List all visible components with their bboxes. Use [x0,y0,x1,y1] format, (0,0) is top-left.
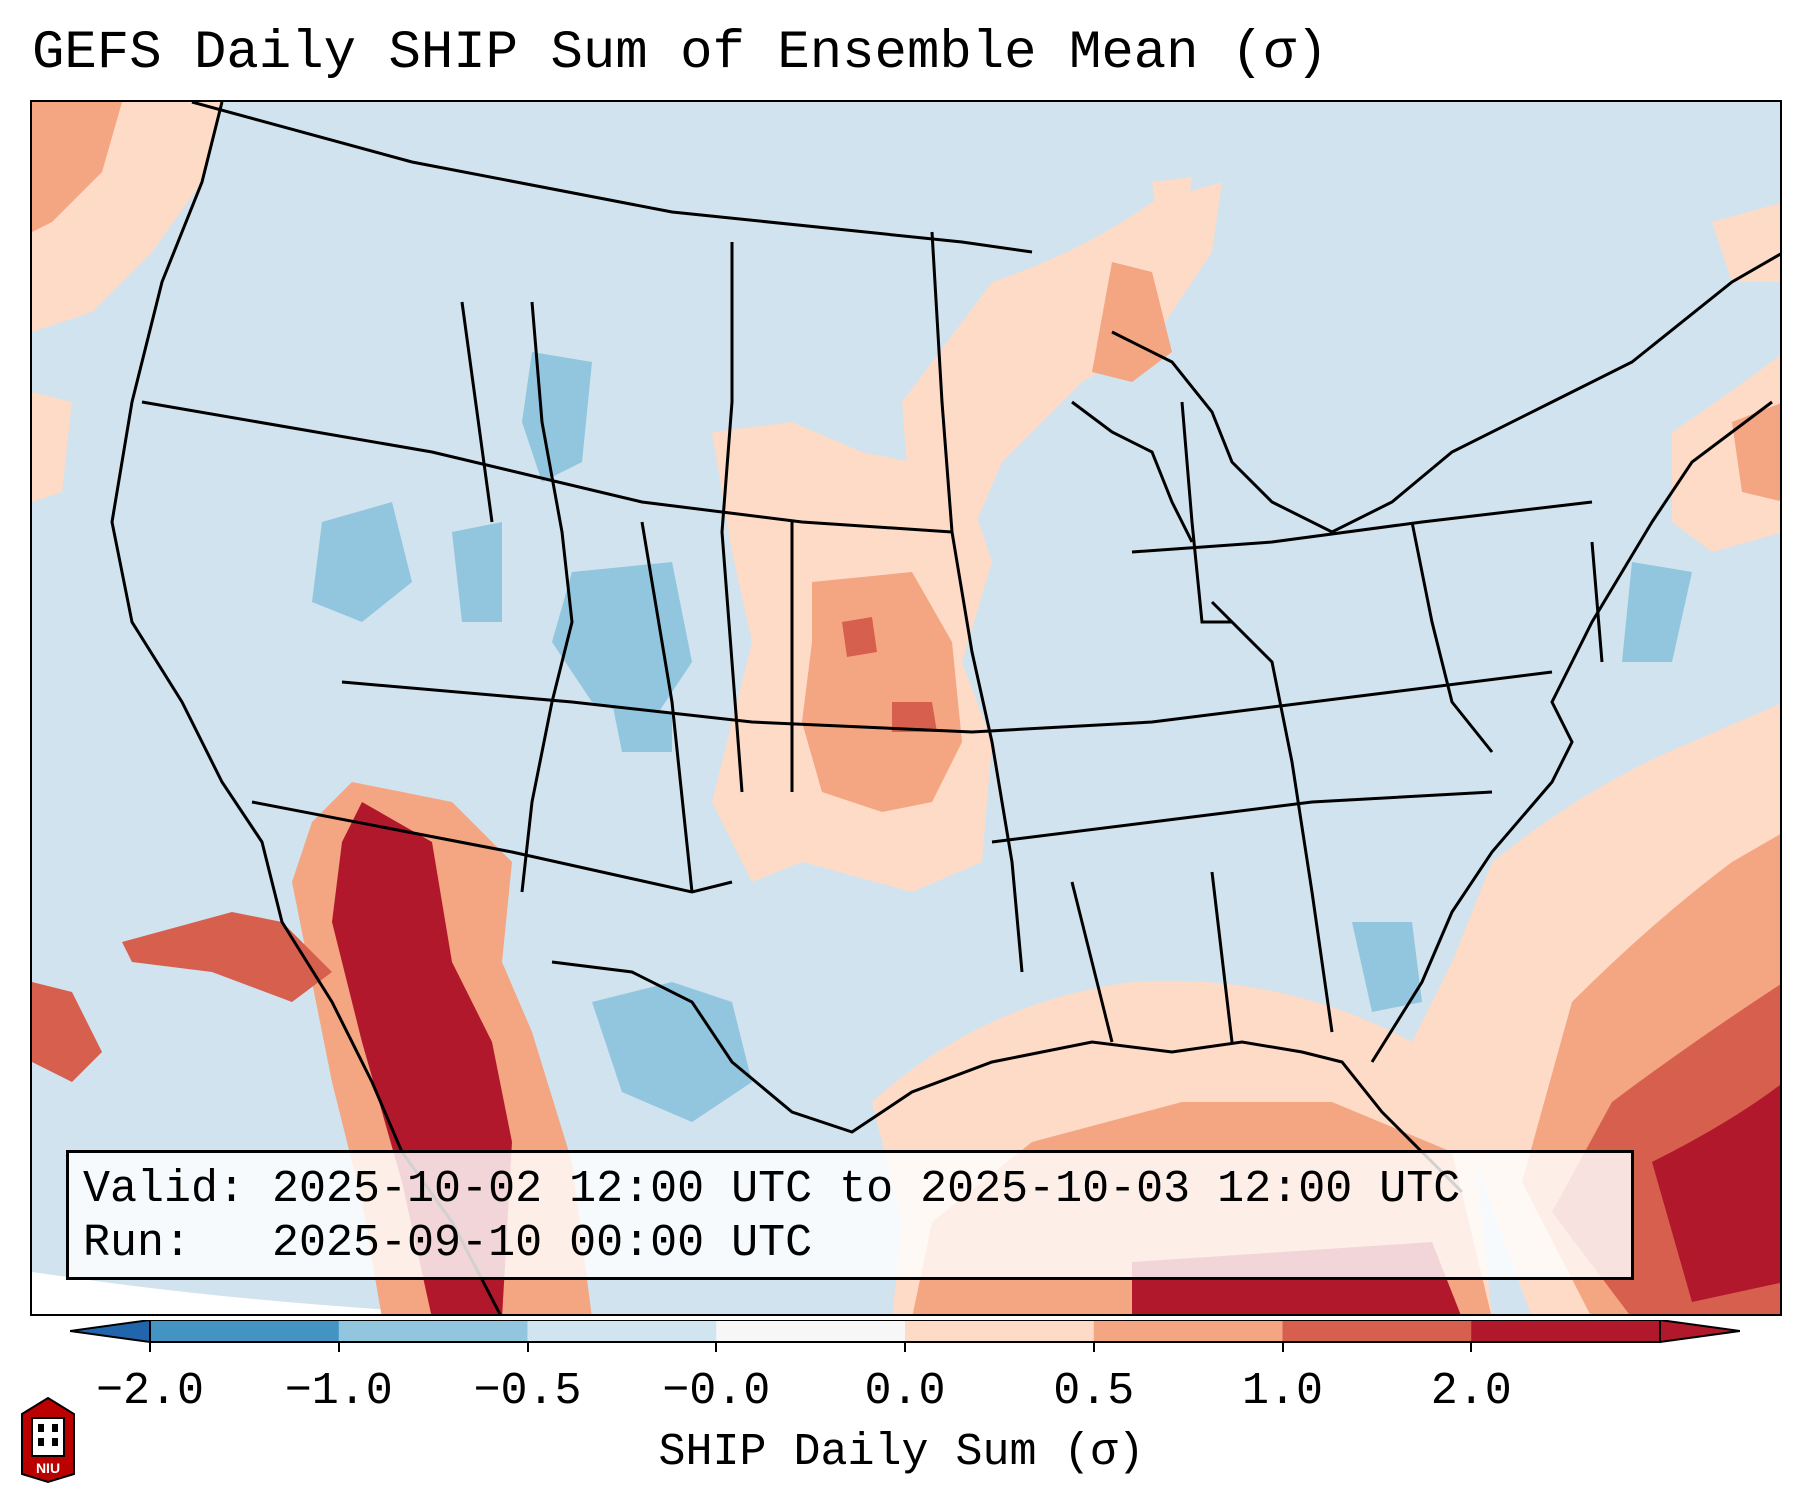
colorbar-tick-label: 2.0 [1430,1366,1512,1417]
map-panel[interactable] [30,100,1782,1316]
colorbar-tick-mark [1092,1342,1095,1352]
anomaly-field [32,102,1780,1314]
gulf-coastline [551,960,1464,1194]
valid-run-info-box: Valid: 2025-10-02 12:00 UTC to 2025-10-0… [66,1150,1634,1280]
west-coastline [110,102,502,1314]
map-canvas [32,102,1780,1314]
colorbar-tick-label: −1.0 [284,1366,393,1417]
colorbar-tick-mark [526,1342,529,1352]
colorbar-segment [716,1320,906,1342]
colorbar-label: SHIP Daily Sum (σ) [658,1427,1145,1478]
run-time-text: Run: 2025-09-10 00:00 UTC [83,1218,813,1269]
colorbar-extend-high [1659,1320,1740,1344]
colorbar-segment [905,1320,1095,1342]
colorbar-tick-label: −2.0 [95,1366,205,1417]
colorbar [70,1320,1740,1344]
anomaly-west-neg [522,352,592,482]
projection-edge-sw [32,1272,462,1314]
colorbar-tick-mark [715,1342,718,1352]
colorbar-segment [150,1320,340,1342]
colorbar-tick-label: −0.0 [662,1366,771,1417]
colorbar-tick-mark [1470,1342,1473,1352]
colorbar-tick-mark [1281,1342,1284,1352]
colorbar-extend-low [70,1320,151,1344]
logo-text: NIU [36,1460,60,1476]
colorbar-tick-mark [904,1342,906,1352]
state-boundaries [110,102,1780,1314]
colorbar-tick-mark [337,1342,340,1352]
valid-time-text: Valid: 2025-10-02 12:00 UTC to 2025-10-0… [83,1164,1461,1215]
colorbar-tick-label: 0.0 [864,1366,946,1417]
colorbar-segments [149,1320,1661,1343]
niu-logo: NIU [21,1396,75,1484]
colorbar-segment [338,1320,528,1342]
colorbar-tick-label: 0.5 [1053,1366,1135,1417]
colorbar-segment [1471,1320,1661,1342]
colorbar-tick-label: 1.0 [1241,1366,1324,1417]
colorbar-tick-label: −0.5 [473,1366,582,1417]
colorbar-segment [1282,1320,1472,1342]
east-coastline [1370,400,1773,1063]
colorbar-segment [527,1320,717,1342]
chart-title: GEFS Daily SHIP Sum of Ensemble Mean (σ) [32,23,1329,84]
northern-tier-line [141,400,953,534]
colorbar-segment [1093,1320,1283,1342]
canada-border [191,102,1033,254]
colorbar-tick-mark [149,1342,151,1352]
